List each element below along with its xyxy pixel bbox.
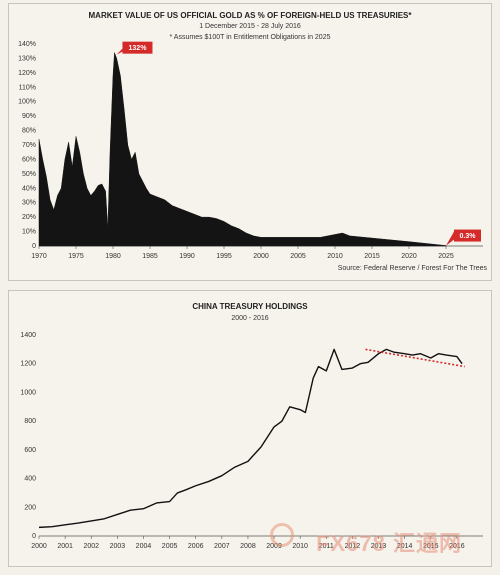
- x-tick-label: 2016: [449, 543, 465, 550]
- x-tick-label: 2015: [423, 543, 439, 550]
- x-tick-label: 2014: [397, 543, 413, 550]
- y-tick-label: 10%: [22, 229, 36, 236]
- gold-chart-panel: MARKET VALUE OF US OFFICIAL GOLD AS % OF…: [8, 3, 492, 281]
- y-tick-label: 0: [32, 533, 36, 540]
- watermark-logo-icon: [270, 523, 294, 547]
- y-tick-label: 130%: [18, 55, 36, 62]
- y-tick-label: 100%: [18, 99, 36, 106]
- y-tick-label: 60%: [22, 156, 36, 163]
- chart-title: CHINA TREASURY HOLDINGS: [192, 302, 308, 311]
- y-tick-label: 110%: [19, 84, 36, 91]
- y-tick-label: 50%: [22, 171, 36, 178]
- x-tick-label: 2009: [266, 543, 282, 550]
- x-tick-label: 2000: [253, 253, 269, 260]
- y-tick-label: 90%: [22, 113, 36, 120]
- annotation-pointer: [116, 48, 129, 55]
- china-chart-panel: CHINA TREASURY HOLDINGS 2000 - 2016 0 200…: [8, 290, 492, 567]
- x-tick-label: 2020: [401, 253, 417, 260]
- y-tick-label: 1400: [20, 332, 36, 339]
- x-tick-label: 2013: [371, 543, 387, 550]
- annotation-label: 0.3%: [460, 233, 477, 240]
- y-tick-label: 40%: [22, 185, 36, 192]
- x-tick-label: 1970: [31, 253, 47, 260]
- y-tick-label: 70%: [22, 142, 36, 149]
- x-tick-label: 2010: [292, 543, 308, 550]
- y-tick-label: 200: [24, 504, 36, 511]
- x-tick-label: 1990: [179, 253, 195, 260]
- y-tick-label: 1200: [20, 361, 36, 368]
- china-chart-svg: CHINA TREASURY HOLDINGS 2000 - 2016 0 200…: [20, 302, 483, 550]
- x-tick-label: 2004: [136, 543, 152, 550]
- x-tick-label: 1975: [68, 253, 84, 260]
- y-tick-label: 600: [24, 447, 36, 454]
- x-tick-label: 2003: [110, 543, 126, 550]
- x-tick-label: 2010: [327, 253, 343, 260]
- y-tick-label: 30%: [22, 200, 36, 207]
- x-tick-label: 2002: [83, 543, 99, 550]
- x-tick-label: 2015: [364, 253, 380, 260]
- chart-subtitle: 2000 - 2016: [231, 315, 268, 322]
- y-tick-label: 20%: [22, 214, 36, 221]
- x-tick-label: 2007: [214, 543, 230, 550]
- annotation-badge: [454, 229, 481, 242]
- gold-chart-svg: MARKET VALUE OF US OFFICIAL GOLD AS % OF…: [18, 11, 488, 272]
- x-tick-label: 2005: [290, 253, 306, 260]
- x-tick-label: 1995: [216, 253, 232, 260]
- y-tick-label: 120%: [18, 70, 36, 77]
- x-tick-label: 2000: [31, 543, 47, 550]
- chart-subtitle: 1 December 2015 - 28 July 2016: [199, 23, 301, 30]
- chart-footnote: * Assumes $100T in Entitlement Obligatio…: [170, 34, 331, 41]
- trend-line: [365, 348, 465, 368]
- x-tick-label: 2006: [188, 543, 204, 550]
- chart-source: Source: Federal Reserve / Forest For The…: [338, 265, 488, 272]
- x-tick-label: 2001: [57, 543, 73, 550]
- y-tick-label: 800: [24, 418, 36, 425]
- x-tick-label: 2011: [319, 543, 334, 550]
- y-tick-label: 400: [24, 476, 36, 483]
- annotation-badge: [122, 41, 153, 54]
- y-tick-label: 1000: [20, 389, 36, 396]
- x-tick-label: 1985: [142, 253, 158, 260]
- x-tick-label: 2012: [345, 543, 361, 550]
- annotation-label: 132%: [129, 45, 148, 52]
- y-tick-label: 140%: [18, 41, 36, 48]
- y-tick-label: 80%: [22, 128, 36, 135]
- holdings-line: [38, 348, 463, 529]
- annotation-pointer: [446, 231, 454, 246]
- x-tick-label: 2008: [240, 543, 256, 550]
- x-tick-label: 1980: [105, 253, 121, 260]
- gold-ratio-area: [38, 52, 447, 247]
- chart-title: MARKET VALUE OF US OFFICIAL GOLD AS % OF…: [89, 11, 413, 20]
- y-tick-label: 0: [32, 243, 36, 250]
- x-tick-label: 2025: [438, 253, 454, 260]
- watermark-text: FX678 汇通网: [316, 531, 462, 556]
- x-tick-label: 2005: [162, 543, 178, 550]
